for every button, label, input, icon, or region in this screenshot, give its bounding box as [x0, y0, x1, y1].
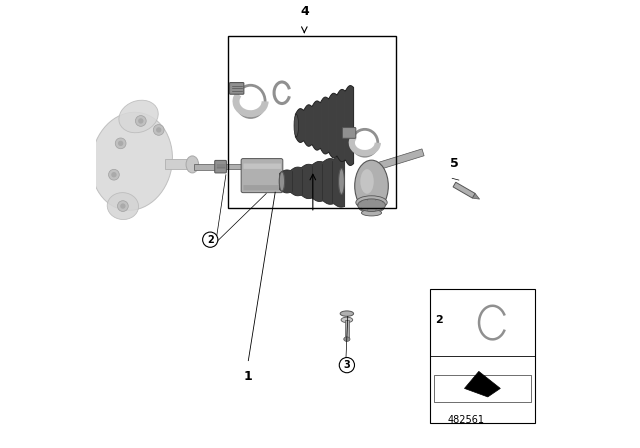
Ellipse shape — [359, 204, 384, 212]
Bar — [430, 289, 535, 423]
Circle shape — [203, 232, 218, 247]
Circle shape — [118, 201, 128, 211]
Polygon shape — [371, 149, 424, 172]
FancyBboxPatch shape — [215, 160, 227, 173]
Ellipse shape — [362, 210, 381, 216]
FancyBboxPatch shape — [230, 82, 244, 94]
FancyBboxPatch shape — [342, 128, 356, 138]
Ellipse shape — [340, 311, 354, 316]
Circle shape — [156, 127, 161, 133]
Polygon shape — [280, 156, 345, 207]
Bar — [228, 36, 396, 208]
FancyBboxPatch shape — [165, 159, 192, 169]
Circle shape — [115, 138, 126, 149]
Text: 5: 5 — [450, 157, 459, 170]
Ellipse shape — [294, 114, 298, 137]
Ellipse shape — [186, 156, 198, 173]
Polygon shape — [296, 86, 353, 165]
Polygon shape — [453, 182, 475, 198]
Bar — [435, 375, 531, 402]
Text: 482561: 482561 — [447, 415, 484, 425]
Circle shape — [154, 125, 164, 135]
Text: 3: 3 — [344, 360, 350, 370]
Circle shape — [120, 203, 125, 209]
Circle shape — [138, 118, 143, 124]
FancyBboxPatch shape — [194, 164, 218, 170]
Ellipse shape — [360, 169, 374, 194]
Text: 2: 2 — [435, 315, 443, 325]
Ellipse shape — [358, 199, 385, 211]
FancyBboxPatch shape — [241, 159, 283, 193]
Ellipse shape — [108, 193, 138, 220]
Polygon shape — [465, 371, 500, 397]
Polygon shape — [472, 194, 479, 199]
Ellipse shape — [279, 172, 285, 191]
Circle shape — [111, 172, 116, 177]
FancyBboxPatch shape — [243, 185, 281, 190]
Text: 1: 1 — [244, 370, 253, 383]
FancyBboxPatch shape — [225, 164, 243, 169]
Circle shape — [339, 358, 355, 373]
Ellipse shape — [356, 196, 387, 209]
FancyBboxPatch shape — [345, 320, 349, 338]
Ellipse shape — [355, 160, 388, 212]
Ellipse shape — [92, 112, 172, 210]
FancyBboxPatch shape — [243, 164, 281, 169]
Ellipse shape — [119, 100, 158, 133]
Ellipse shape — [341, 317, 353, 323]
Circle shape — [109, 169, 119, 180]
Text: 4: 4 — [300, 5, 308, 18]
Text: 2: 2 — [207, 235, 214, 245]
Ellipse shape — [339, 168, 344, 194]
Circle shape — [118, 141, 124, 146]
Circle shape — [136, 116, 146, 126]
Ellipse shape — [344, 337, 350, 341]
